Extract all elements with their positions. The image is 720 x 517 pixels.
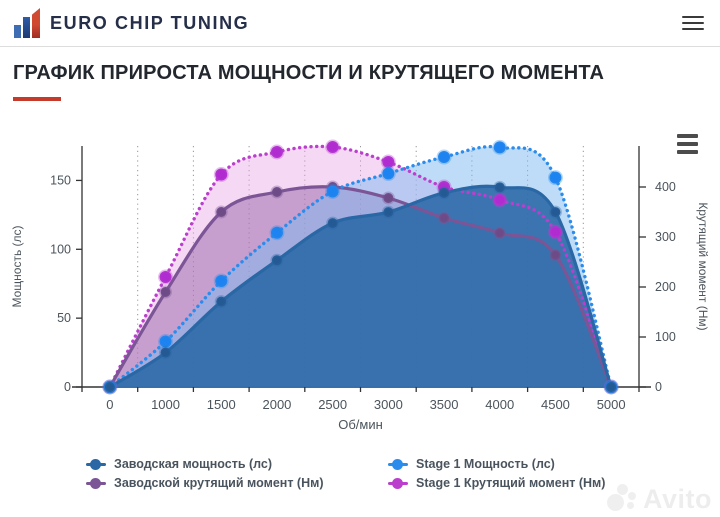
y-right-tick-label: 400 (655, 180, 676, 194)
series-marker-1 (158, 334, 174, 350)
series-marker-2 (381, 191, 395, 205)
series-marker-0 (437, 186, 451, 200)
y-left-tick-label: 100 (50, 242, 71, 256)
legend-marker-icon (388, 458, 408, 470)
y-left-axis-title: Мощность (лс) (10, 225, 24, 307)
series-marker-1 (436, 149, 452, 165)
chart-area: 0 1000 1500 2000 2500 3000 3500 4000 4500 5000 Об/… (0, 119, 720, 455)
legend-label: Stage 1 Мощность (лс) (416, 457, 555, 471)
legend-marker-icon (86, 477, 106, 489)
series-marker-0 (381, 205, 395, 219)
x-tick-label: 5000 (597, 397, 626, 412)
chart-context-menu-icon[interactable] (677, 134, 698, 154)
x-tick-label: 2000 (262, 397, 291, 412)
series-marker-1 (492, 139, 508, 155)
title-block: ГРАФИК ПРИРОСТА МОЩНОСТИ И КРУТЯЩЕГО МОМ… (0, 47, 720, 101)
watermark: Avito (607, 483, 712, 515)
series-marker-0 (493, 180, 507, 194)
x-tick-label: 4000 (485, 397, 514, 412)
series-marker-2 (437, 211, 451, 225)
y-right-tick-label: 200 (655, 280, 676, 294)
x-tick-label: 3500 (430, 397, 459, 412)
series-marker-1 (380, 166, 396, 182)
x-tick-label: 1000 (151, 397, 180, 412)
y-left-tick-label: 50 (57, 311, 71, 325)
y-right-tick-label: 0 (655, 380, 662, 394)
series-marker-2 (159, 285, 173, 299)
series-marker-3 (269, 144, 285, 160)
series-marker-3 (492, 192, 508, 208)
series-marker-3 (325, 139, 341, 155)
x-tick-label: 0 (106, 397, 113, 412)
page-title: ГРАФИК ПРИРОСТА МОЩНОСТИ И КРУТЯЩЕГО МОМ… (13, 62, 605, 84)
avito-logo-icon (607, 483, 639, 515)
y-left-tick-label: 150 (50, 173, 71, 187)
legend-marker-icon (86, 458, 106, 470)
chart-legend: Заводская мощность (лс) Stage 1 Мощность… (0, 457, 720, 490)
x-tick-label: 1500 (207, 397, 236, 412)
series-marker-0 (548, 205, 562, 219)
series-marker-1 (213, 273, 229, 289)
y-right-tick-label: 300 (655, 230, 676, 244)
series-marker-3 (213, 167, 229, 182)
series-marker-0 (270, 253, 284, 267)
series-fill-0 (109, 186, 612, 387)
series-marker-2 (493, 226, 507, 240)
power-torque-chart: 0 1000 1500 2000 2500 3000 3500 4000 4500 5000Об/… (10, 139, 710, 432)
bar-chart-logo-icon (14, 8, 40, 38)
title-underline (13, 97, 61, 101)
series-marker-2 (270, 185, 284, 199)
x-tick-label: 4500 (541, 397, 570, 412)
series-marker-0 (604, 380, 618, 394)
header: EURO CHIP TUNING (0, 0, 720, 47)
brand-name: EURO CHIP TUNING (50, 12, 250, 33)
legend-label: Stage 1 Крутящий момент (Нм) (416, 476, 606, 490)
series-marker-3 (158, 269, 174, 285)
legend-label: Заводской крутящий момент (Нм) (114, 476, 324, 490)
legend-item-factory-torque[interactable]: Заводской крутящий момент (Нм) (86, 476, 388, 490)
series-marker-0 (103, 380, 117, 394)
watermark-text: Avito (643, 483, 712, 514)
series-marker-1 (269, 225, 285, 241)
legend-label: Заводская мощность (лс) (114, 457, 273, 471)
x-tick-label: 3000 (374, 397, 403, 412)
legend-item-factory-power[interactable]: Заводская мощность (лс) (86, 457, 388, 471)
series-line-2 (108, 185, 613, 389)
series-marker-0 (159, 346, 173, 360)
y-left-tick-label: 0 (64, 380, 71, 394)
x-axis-title: Об/мин (338, 417, 383, 432)
legend-marker-icon (388, 477, 408, 489)
y-right-axis-title: Крутящий момент (Нм) (696, 202, 710, 330)
series-marker-3 (547, 224, 563, 240)
series-marker-1 (325, 183, 341, 199)
legend-item-stage1-torque[interactable]: Stage 1 Крутящий момент (Нм) (388, 476, 720, 490)
series-line-3 (108, 144, 613, 389)
x-tick-label: 2500 (318, 397, 347, 412)
brand-logo: EURO CHIP TUNING (14, 8, 249, 38)
y-right-tick-label: 100 (655, 330, 676, 344)
legend-item-stage1-power[interactable]: Stage 1 Мощность (лс) (388, 457, 720, 471)
series-marker-1 (547, 170, 563, 186)
series-marker-0 (326, 216, 340, 230)
series-marker-2 (214, 205, 228, 219)
series-marker-2 (548, 248, 562, 262)
menu-hamburger-icon[interactable] (682, 15, 704, 31)
series-marker-0 (214, 295, 228, 309)
